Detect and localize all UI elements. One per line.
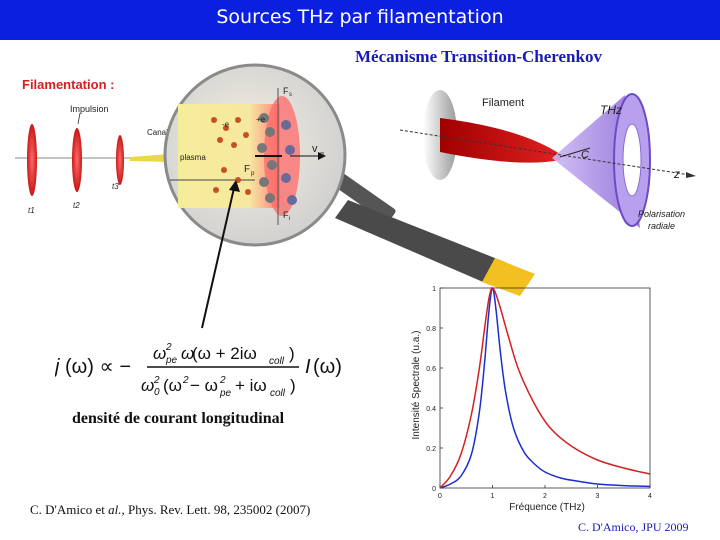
svg-text:): )	[290, 376, 296, 395]
y-tick-label: 1	[432, 286, 436, 293]
x-tick-label: 3	[596, 493, 600, 500]
fs-label: F	[283, 86, 289, 96]
y-axis-label: Intensité Spectrale (u.a.)	[411, 331, 422, 440]
magnifier-handle	[335, 200, 505, 285]
y-tick-label: 0.2	[426, 446, 436, 453]
svg-text:2: 2	[153, 375, 160, 386]
chart-axes: 0 1 2 3 4 0 0.2 0.4 0.6 0.8 1	[426, 286, 652, 500]
svg-text:ω: ω	[141, 376, 154, 395]
x-tick-label: 2	[543, 493, 547, 500]
e-plus-label: +e	[256, 115, 266, 124]
svg-text:): )	[289, 344, 295, 363]
y-tick-label: 0.6	[426, 366, 436, 373]
svg-text:pe: pe	[219, 388, 232, 399]
fp-label: F	[244, 164, 250, 175]
radiale-label: radiale	[648, 221, 675, 231]
pulse-t2	[72, 128, 82, 192]
z-label: z	[673, 167, 680, 181]
citation-authors: C. D'Amico et	[30, 502, 109, 517]
magnifier-handle-tip	[482, 258, 535, 296]
t1-label: t1	[28, 206, 35, 215]
filament-beam	[440, 118, 560, 163]
y-tick-label: 0.8	[426, 326, 436, 333]
polarisation-label: Polarisation	[638, 209, 685, 219]
slide-subtitle: Mécanisme Transition-Cherenkov	[355, 47, 602, 66]
current-equation: j (ω) ∝ − ω 2pe ω(ω + 2iω coll) ω 20 (ω 2 − …	[55, 342, 342, 399]
citation-rest: , Phys. Rev. Lett. 98, 235002 (2007)	[121, 502, 311, 517]
svg-text:coll: coll	[269, 356, 285, 367]
fi-sub-label: i	[289, 216, 290, 222]
series-line-1	[439, 287, 651, 489]
e-minus-label: -e	[222, 120, 230, 129]
c-arrow	[559, 147, 591, 158]
charge-dots	[211, 113, 297, 205]
y-tick-label: 0	[432, 486, 436, 493]
vg-arrowhead	[318, 152, 326, 160]
slide-title: Sources THz par filamentation	[216, 6, 504, 28]
citation-et-al: al.	[108, 502, 122, 517]
chart-series	[439, 287, 651, 489]
c-label: C	[581, 149, 589, 161]
thz-label: THz	[600, 103, 622, 117]
fp-sub-label: p	[251, 171, 255, 177]
footer-credit: C. D'Amico, JPU 2009	[578, 520, 689, 534]
svg-text:ω: ω	[181, 344, 194, 363]
x-axis-label: Fréquence (THz)	[509, 502, 585, 513]
svg-text:(ω: (ω	[163, 376, 182, 395]
fs-sub-label: s	[289, 92, 292, 98]
title-bar	[0, 0, 720, 40]
svg-text:(ω + 2iω: (ω + 2iω	[192, 344, 257, 363]
svg-text:ω: ω	[153, 344, 166, 363]
svg-text:pe: pe	[165, 355, 178, 366]
vg-sub-label: g	[320, 151, 324, 158]
spectrum-chart: 0 1 2 3 4 0 0.2 0.4 0.6 0.8 1 Fréquence (THz) Inte…	[411, 286, 652, 513]
y-tick-label: 0.4	[426, 406, 436, 413]
x-tick-label: 1	[491, 493, 495, 500]
pointer-arrow	[201, 187, 235, 329]
svg-text:+ iω: + iω	[235, 376, 267, 395]
fi-label: F	[283, 210, 289, 220]
x-tick-label: 0	[438, 493, 442, 500]
equation-description: densité de courant longitudinal	[72, 410, 285, 427]
series-line-0	[439, 287, 651, 489]
svg-text:0: 0	[154, 387, 160, 398]
z-axis-arrowhead	[686, 172, 696, 178]
vg-label: v	[312, 143, 318, 155]
plasma-label: plasma	[180, 153, 206, 162]
t2-label: t2	[73, 201, 80, 210]
t3-label: t3	[112, 182, 119, 191]
chart-frame	[439, 287, 651, 489]
svg-text:coll: coll	[270, 388, 286, 399]
plasma-channel	[130, 154, 170, 162]
svg-text:− ω: − ω	[190, 376, 218, 395]
impulsion-pointer	[77, 112, 81, 125]
svg-text:2: 2	[182, 375, 189, 386]
svg-text:(ω) ∝ −: (ω) ∝ −	[65, 356, 131, 378]
x-tick-label: 4	[648, 493, 652, 500]
svg-text:(ω): (ω)	[313, 356, 342, 378]
svg-text:2: 2	[165, 342, 172, 353]
filament-label: Filament	[482, 97, 524, 109]
cone-hole	[622, 123, 642, 197]
pulse-t3	[116, 135, 124, 185]
svg-text:2: 2	[219, 375, 226, 386]
z-axis	[399, 129, 691, 176]
pulse-t1	[27, 124, 37, 196]
canal-label: Canal	[147, 128, 168, 137]
filamentation-title: Filamentation :	[22, 77, 115, 92]
pointer-arrowhead	[229, 180, 240, 192]
impulsion-label: Impulsion	[70, 104, 109, 114]
svg-text:I: I	[305, 356, 311, 378]
citation: C. D'Amico et al., Phys. Rev. Lett. 98, …	[30, 502, 310, 518]
svg-text:j: j	[55, 356, 60, 378]
